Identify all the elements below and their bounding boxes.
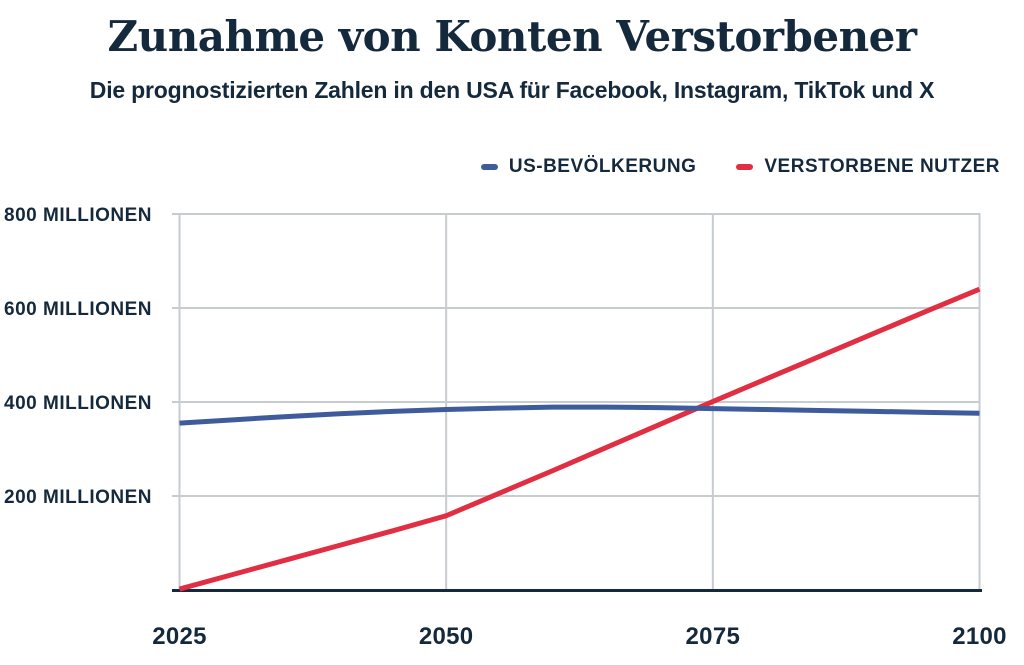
legend-item-us-population: US-BEVÖLKERUNG bbox=[480, 156, 697, 178]
chart-subtitle: Die prognostizierten Zahlen in den USA f… bbox=[89, 77, 935, 103]
y-tick-label: 400 MILLIONEN bbox=[4, 393, 152, 414]
x-tick-label: 2100 bbox=[952, 623, 1007, 650]
y-tick-label: 800 MILLIONEN bbox=[4, 205, 152, 226]
y-tick-label: 600 MILLIONEN bbox=[4, 299, 152, 320]
x-tick-label: 2075 bbox=[686, 623, 741, 650]
us-population-line bbox=[179, 404, 980, 426]
us-population-swatch-icon bbox=[480, 164, 498, 170]
legend-label-deceased-users: VERSTORBENE NUTZER bbox=[764, 156, 1000, 177]
deceased-users-swatch-icon bbox=[736, 164, 754, 170]
deceased-users-line bbox=[178, 286, 981, 592]
x-tick-label: 2025 bbox=[152, 623, 207, 650]
legend-item-deceased-users: VERSTORBENE NUTZER bbox=[736, 156, 1000, 178]
legend-label-us-population: US-BEVÖLKERUNG bbox=[508, 156, 697, 177]
legend: US-BEVÖLKERUNG VERSTORBENE NUTZER bbox=[480, 153, 1000, 181]
y-tick-label: 200 MILLIONEN bbox=[4, 487, 152, 508]
x-tick-label: 2050 bbox=[419, 623, 474, 650]
chart-title: Zunahme von Konten Verstorbener bbox=[107, 12, 918, 61]
